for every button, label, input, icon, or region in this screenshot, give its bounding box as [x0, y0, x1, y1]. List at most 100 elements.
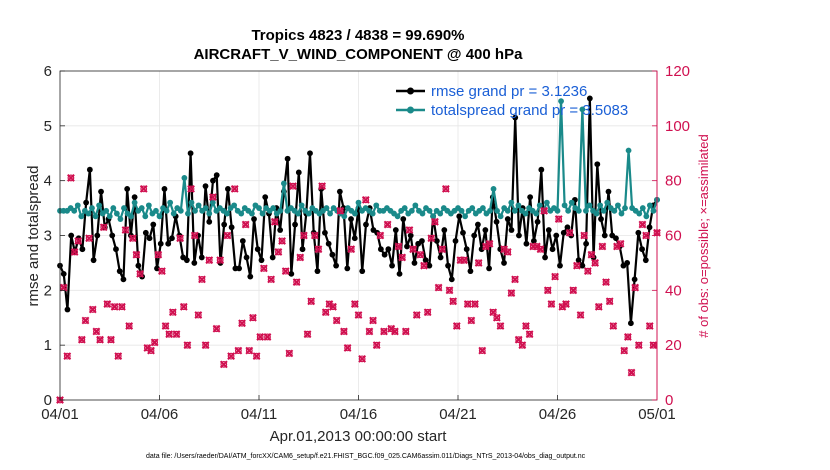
chart-title: Tropics 4823 / 4838 = 99.690%	[251, 27, 464, 44]
y-tick-label: 0	[44, 392, 52, 409]
obs-assimilated-marker	[176, 234, 185, 243]
point-rmse-0	[277, 227, 284, 233]
point-rmse-0	[422, 257, 429, 264]
obs-possible-marker	[569, 286, 577, 294]
obs-possible-marker	[307, 297, 315, 305]
point-rmse-0	[109, 232, 116, 239]
point-totalspread-1	[561, 202, 568, 209]
point-rmse-0	[534, 218, 541, 225]
obs-assimilated-marker	[201, 341, 210, 350]
point-rmse-0	[254, 246, 261, 253]
point-rmse-0	[299, 246, 306, 253]
point-rmse-0	[601, 232, 608, 239]
point-rmse-0	[419, 238, 425, 244]
y-tick-label: 6	[44, 63, 52, 80]
y2-tick-label: 20	[665, 337, 682, 354]
point-totalspread-1	[508, 199, 515, 206]
obs-possible-marker	[100, 223, 108, 231]
obs-assimilated-marker	[573, 261, 581, 270]
point-rmse-0	[553, 232, 560, 239]
obs-possible-marker	[165, 330, 173, 338]
obs-assimilated-marker	[467, 316, 476, 325]
obs-assimilated-marker	[168, 308, 177, 317]
obs-assimilated-marker	[536, 245, 545, 254]
point-totalspread-1	[430, 213, 437, 220]
obs-assimilated-marker	[587, 250, 596, 259]
obs-possible-marker	[122, 226, 129, 234]
point-rmse-0	[344, 265, 351, 272]
obs-possible-marker	[566, 229, 574, 237]
y2-tick-label: 0	[665, 392, 673, 409]
obs-assimilated-marker	[117, 302, 126, 311]
point-totalspread-1	[639, 205, 646, 211]
y-tick-label: 5	[44, 118, 52, 135]
obs-assimilated-marker	[77, 335, 86, 344]
point-rmse-0	[594, 161, 601, 168]
obs-possible-marker	[260, 265, 268, 272]
point-rmse-0	[210, 177, 216, 184]
obs-assimilated-marker	[238, 319, 246, 328]
obs-assimilated-marker	[463, 300, 472, 308]
point-rmse-0	[243, 254, 250, 261]
obs-assimilated-marker	[227, 352, 235, 361]
point-rmse-0	[120, 276, 127, 283]
point-rmse-0	[441, 227, 448, 233]
point-totalspread-1	[437, 210, 444, 217]
point-totalspread-1	[206, 210, 213, 217]
point-totalspread-1	[412, 202, 419, 209]
point-rmse-0	[400, 216, 407, 222]
obs-assimilated-marker	[591, 259, 600, 267]
point-rmse-0	[530, 238, 537, 244]
obs-assimilated-marker	[281, 267, 290, 276]
obs-possible-marker	[555, 215, 563, 223]
obs-possible-marker	[231, 185, 239, 193]
point-totalspread-1	[128, 213, 134, 220]
legend-rmse-label: rmse grand pr = 3.1236	[431, 83, 587, 100]
obs-assimilated-marker	[522, 322, 530, 330]
obs-possible-marker	[467, 317, 475, 324]
obs-assimilated-marker	[645, 322, 654, 330]
point-totalspread-1	[604, 199, 611, 206]
obs-assimilated-marker	[551, 272, 559, 281]
obs-assimilated-marker	[511, 275, 519, 284]
obs-possible-marker	[275, 248, 282, 256]
obs-possible-marker	[504, 248, 512, 256]
obs-assimilated-marker	[492, 313, 501, 322]
obs-possible-marker	[107, 336, 115, 344]
point-totalspread-1	[487, 207, 493, 214]
point-rmse-0	[169, 235, 175, 242]
obs-possible-marker	[136, 270, 144, 278]
obs-possible-marker	[89, 306, 97, 313]
obs-assimilated-marker	[518, 341, 527, 350]
point-rmse-0	[60, 270, 67, 277]
obs-assimilated-marker	[158, 267, 166, 276]
point-totalspread-1	[224, 210, 230, 217]
obs-possible-marker	[344, 344, 351, 352]
obs-assimilated-marker	[340, 327, 348, 336]
point-rmse-0	[460, 229, 466, 236]
obs-assimilated-marker	[405, 226, 414, 234]
point-rmse-0	[79, 246, 86, 253]
obs-possible-marker	[369, 317, 377, 324]
point-totalspread-1	[543, 199, 550, 206]
obs-possible-marker	[416, 251, 424, 259]
point-totalspread-1	[85, 210, 92, 217]
obs-assimilated-marker	[503, 248, 512, 256]
obs-assimilated-marker	[205, 256, 214, 265]
obs-assimilated-marker	[318, 182, 327, 191]
obs-possible-marker	[271, 218, 279, 226]
point-rmse-0	[404, 243, 410, 250]
point-rmse-0	[445, 262, 451, 269]
point-totalspread-1	[586, 202, 593, 209]
obs-possible-marker	[588, 251, 595, 259]
obs-possible-marker	[620, 347, 628, 355]
obs-assimilated-marker	[554, 215, 563, 223]
point-rmse-0	[467, 268, 474, 275]
obs-assimilated-marker	[183, 341, 192, 350]
point-rmse-0	[146, 235, 153, 242]
obs-possible-marker	[427, 234, 435, 242]
obs-possible-marker	[358, 355, 366, 363]
obs-assimilated-marker	[194, 311, 203, 319]
obs-assimilated-marker	[292, 278, 301, 287]
point-totalspread-1	[479, 205, 486, 211]
